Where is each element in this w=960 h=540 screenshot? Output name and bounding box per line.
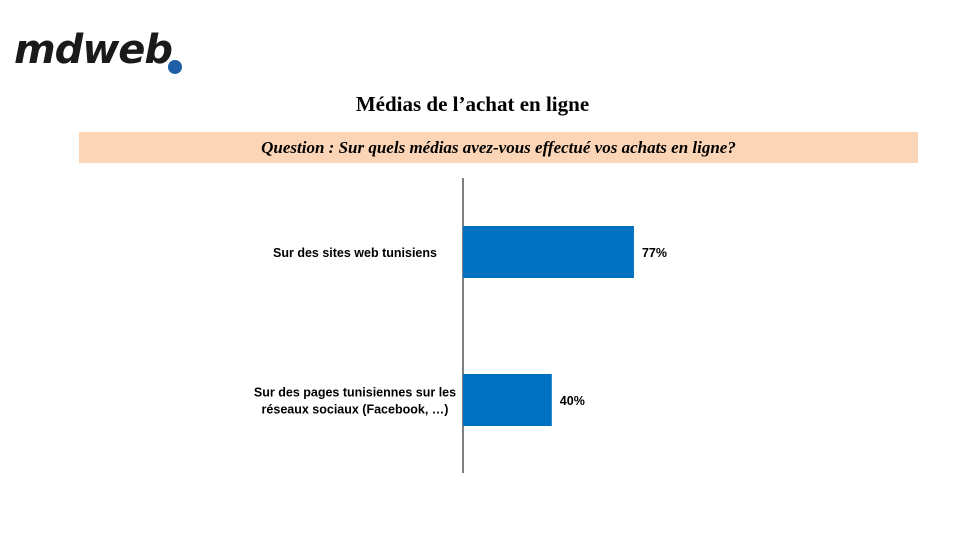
category-label-line: Sur des pages tunisiennes sur les: [254, 386, 456, 400]
bar-1: [463, 226, 634, 278]
category-label-1: Sur des sites web tunisiens: [273, 246, 437, 260]
value-label-2: 40%: [560, 394, 585, 408]
bars-group: 77% Sur des sites web tunisiens 40% Sur des…: [254, 226, 667, 426]
mdweb-logo: mdweb: [14, 27, 173, 73]
category-label-line: réseaux sociaux (Facebook, …): [262, 403, 449, 417]
category-label-line: Sur des sites web tunisiens: [273, 246, 437, 260]
logo-dot: [168, 60, 182, 74]
category-label-2: Sur des pages tunisiennes sur les réseaux…: [254, 386, 456, 417]
question-text: Question : Sur quels médias avez-vous ef…: [261, 137, 736, 157]
value-label-1: 77%: [642, 246, 667, 260]
bar-2: [463, 374, 552, 426]
question-banner: Question : Sur quels médias avez-vous ef…: [79, 132, 918, 163]
chart-title: Médias de l’achat en ligne: [355, 92, 590, 116]
